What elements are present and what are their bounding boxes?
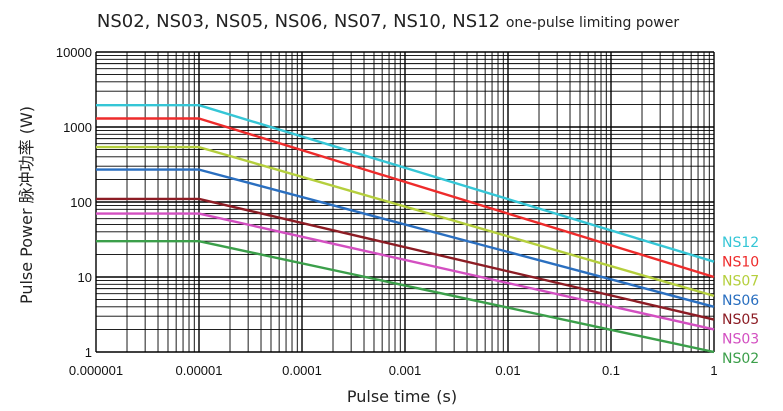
x-tick-label: 0.1 [602, 363, 620, 378]
y-tick-label: 1000 [63, 120, 92, 135]
legend-item-ns07: NS07 [722, 274, 759, 290]
series-line-ns02 [96, 239, 715, 354]
x-tick-label: 0.0001 [282, 363, 322, 378]
x-tick-label: 0.01 [495, 363, 520, 378]
legend: NS12 NS10 NS07 NS06 NS05 NS03 NS02 [722, 235, 759, 367]
series-line-ns05 [96, 197, 715, 321]
legend-item-ns06: NS06 [722, 293, 759, 309]
chart-title-main: NS02, NS03, NS05, NS06, NS07, NS10, NS12 [97, 11, 500, 32]
x-tick-label: 0.00001 [176, 363, 223, 378]
x-axis-label-text: Pulse time [347, 387, 430, 406]
y-tick-label: 10 [78, 270, 92, 285]
series-line-ns03 [96, 212, 715, 331]
legend-item-ns03: NS03 [722, 332, 759, 348]
legend-item-ns02: NS02 [722, 351, 759, 367]
x-axis-label: Pulse time (s) [347, 387, 457, 406]
y-tick-label: 10000 [56, 45, 92, 60]
x-tick-labels: 0.000001 0.00001 0.0001 0.001 0.01 0.1 1 [69, 363, 718, 378]
y-axis-label: Pulse Power 脉冲功率 (W) [17, 106, 36, 304]
x-tick-label: 1 [710, 363, 717, 378]
x-tick-label: 0.000001 [69, 363, 123, 378]
y-tick-labels: 1 10 100 1000 10000 [56, 45, 92, 360]
chart-title: NS02, NS03, NS05, NS06, NS07, NS10, NS12… [97, 11, 679, 32]
x-axis-unit: (s) [436, 387, 457, 406]
grid [95, 51, 715, 353]
y-tick-label: 1 [85, 345, 92, 360]
x-tick-label: 0.001 [389, 363, 422, 378]
series-line-ns10 [96, 117, 715, 279]
series-lines [96, 103, 715, 354]
series-line-ns07 [96, 145, 715, 298]
legend-item-ns12: NS12 [722, 235, 759, 251]
series-line-ns12 [96, 103, 715, 263]
legend-item-ns05: NS05 [722, 312, 759, 328]
y-tick-label: 100 [70, 195, 92, 210]
series-line-ns06 [96, 168, 715, 308]
legend-item-ns10: NS10 [722, 254, 759, 270]
chart-title-suffix: one-pulse limiting power [506, 15, 680, 31]
